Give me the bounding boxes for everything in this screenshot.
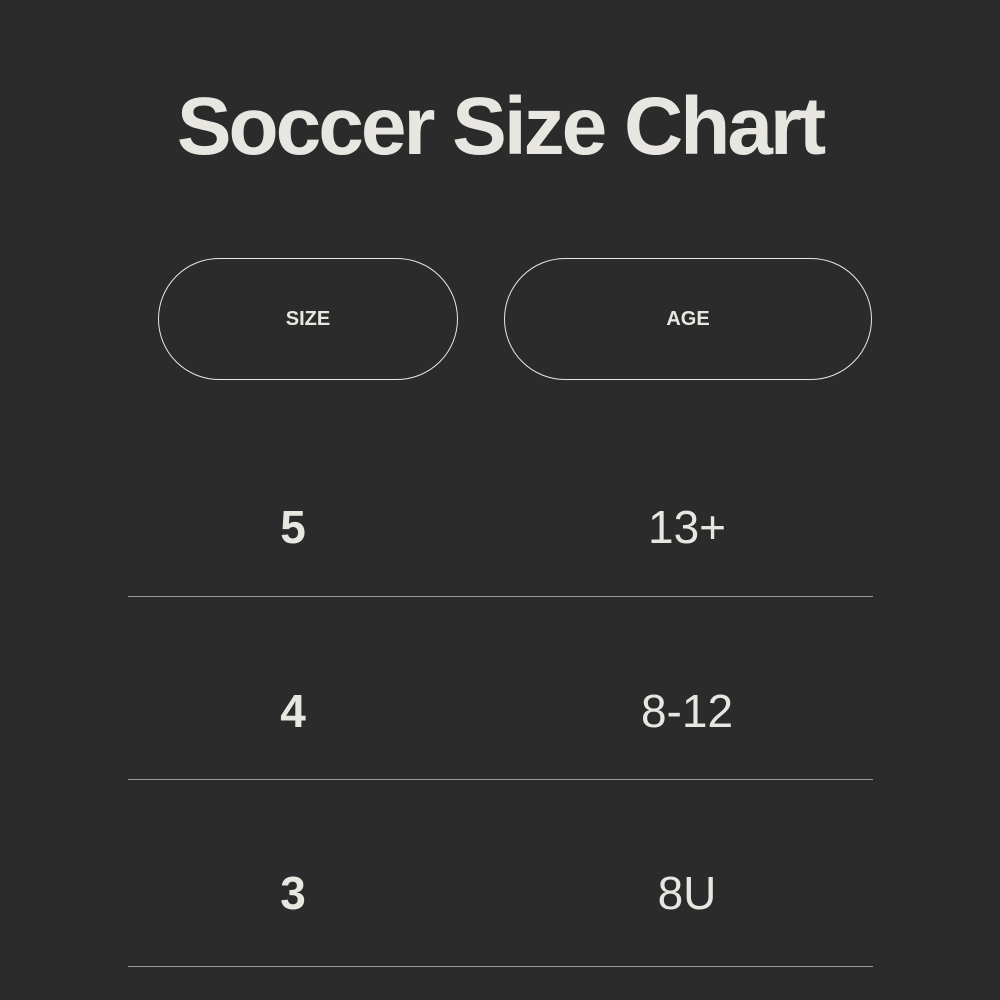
row-divider (128, 779, 873, 780)
page-title: Soccer Size Chart (176, 81, 826, 172)
size-header: SIZE (158, 258, 458, 380)
size-cell: 5 (280, 501, 306, 553)
row-divider (128, 966, 873, 967)
age-cell: 8-12 (640, 685, 734, 737)
age-cell: 13+ (647, 501, 727, 553)
age-cell: 8U (657, 867, 717, 919)
age-header: AGE (504, 258, 872, 380)
size-cell: 3 (280, 867, 306, 919)
row-divider (128, 596, 873, 597)
size-cell: 4 (280, 685, 306, 737)
